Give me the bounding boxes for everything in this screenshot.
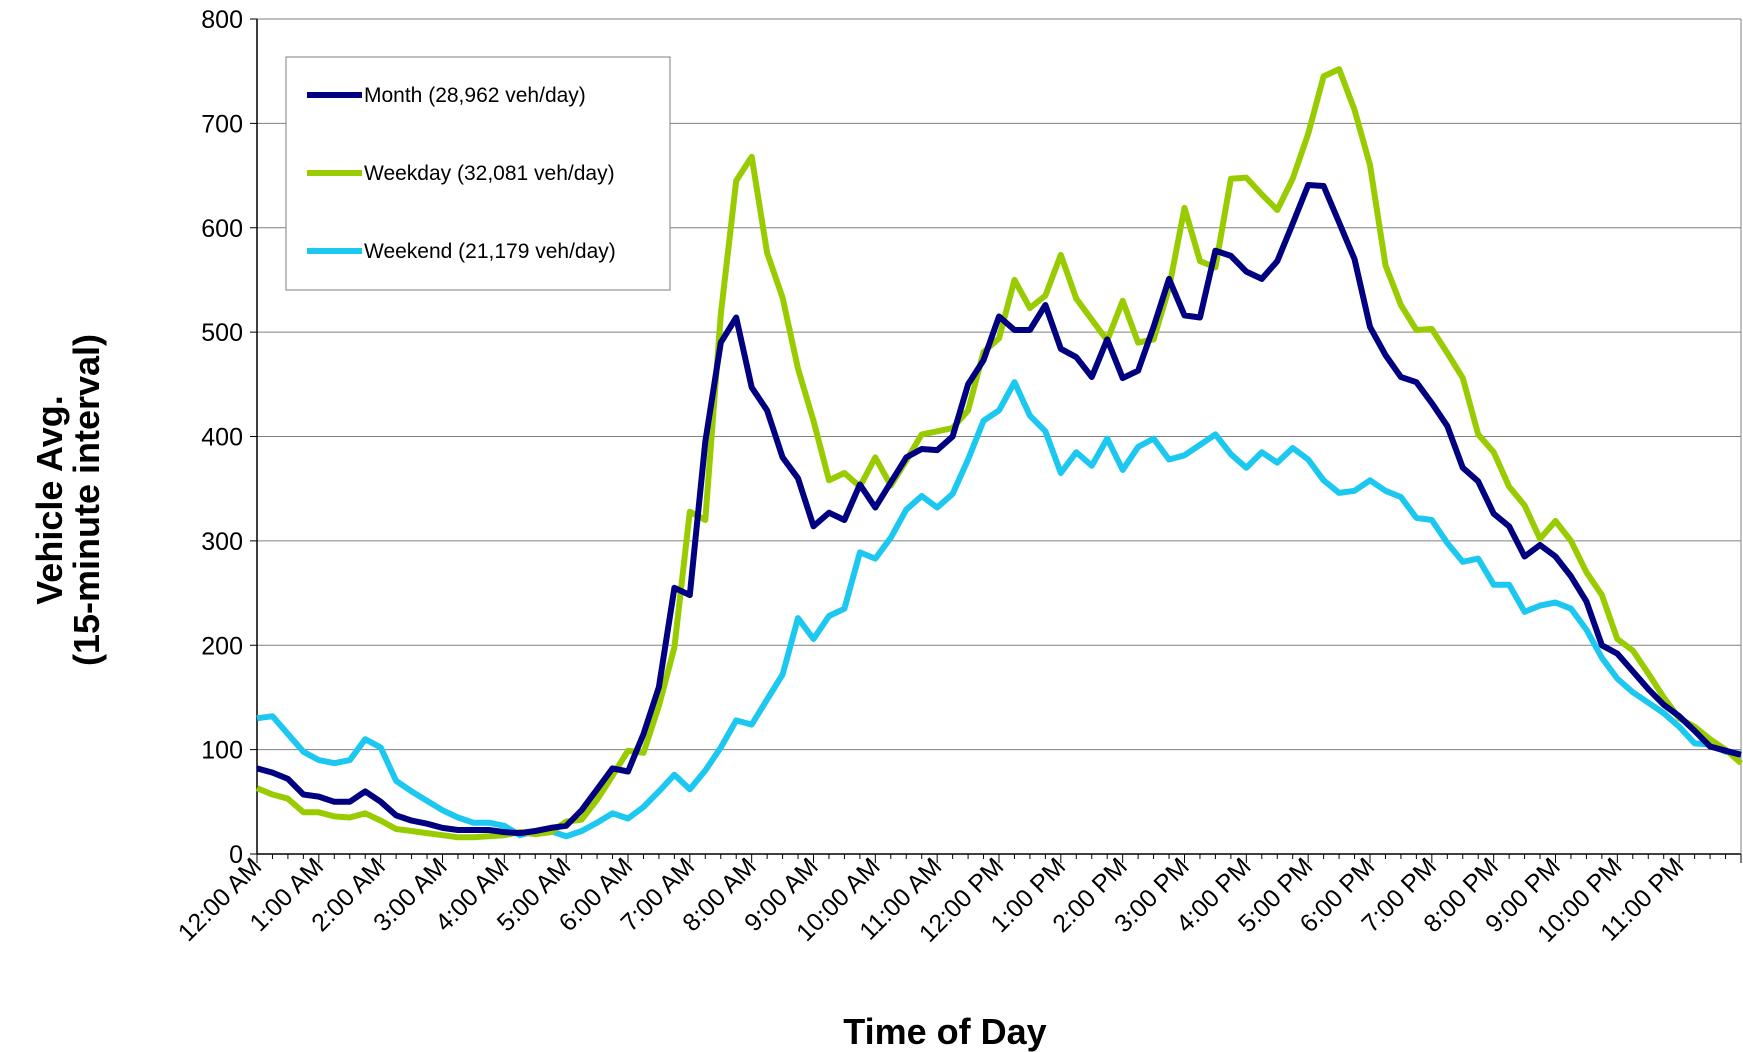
y-tick-label-400: 400: [201, 424, 243, 452]
y-tick-label-100: 100: [201, 737, 243, 765]
series-lines: [255, 66, 1743, 841]
x-axis-ticks: 12:00 AM1:00 AM2:00 AM3:00 AM4:00 AM5:00…: [173, 852, 1742, 948]
series-line-weekday: [255, 66, 1743, 841]
x-axis-title: Time of Day: [843, 1011, 1046, 1052]
y-axis-title-line-2: (15-minute interval): [66, 334, 107, 666]
series-line-weekend: [256, 379, 1742, 840]
y-tick-label-0: 0: [229, 841, 243, 869]
y-tick-label-800: 800: [201, 6, 243, 34]
legend-label-weekend: Weekend (21,179 veh/day): [364, 240, 616, 263]
y-tick-label-200: 200: [201, 632, 243, 660]
y-tick-label-600: 600: [201, 215, 243, 243]
y-tick-label-500: 500: [201, 319, 243, 347]
legend: Month (28,962 veh/day) Weekday (32,081 v…: [285, 56, 671, 291]
series-line-month: [256, 182, 1742, 837]
y-axis-title: Vehicle Avg. (15-minute interval): [29, 334, 107, 666]
y-tick-label-300: 300: [201, 528, 243, 556]
x-tick-label: 12:00 AM: [173, 852, 267, 946]
y-axis-ticks: 0 100 200 300 400 500 600 700 800: [201, 6, 257, 869]
legend-label-weekday: Weekday (32,081 veh/day): [364, 162, 615, 185]
y-tick-label-700: 700: [201, 110, 243, 138]
y-axis-title-line-1: Vehicle Avg.: [29, 395, 70, 604]
legend-label-month: Month (28,962 veh/day): [364, 84, 586, 107]
